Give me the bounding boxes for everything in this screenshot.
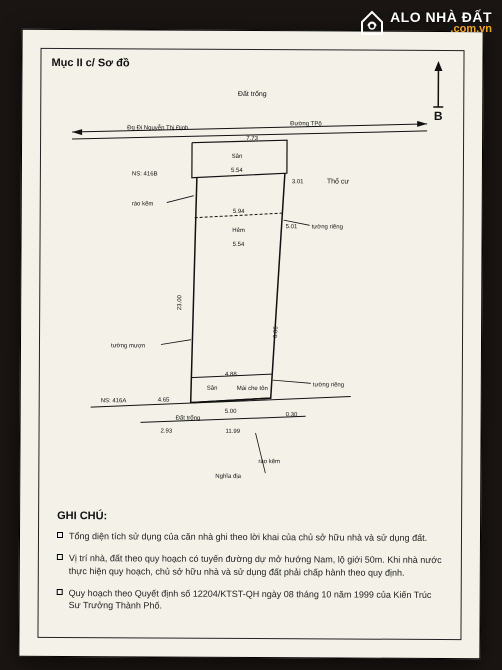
note-text: Quy hoạch theo Quyết định số 12204/KTST-… xyxy=(69,587,443,613)
label-road-right: Đường TPộ xyxy=(290,121,322,127)
notes-title: GHI CHÚ: xyxy=(57,510,443,524)
page-frame: Mục II c/ Sơ đồ B Đất trống Đg Đi Nguyễn… xyxy=(37,48,464,640)
label-ns-top: NS: 416B xyxy=(132,171,158,177)
label-ns-bot: NS: 416A xyxy=(101,398,127,404)
watermark-sub: .com.vn xyxy=(390,24,492,35)
note-text: Vị trí nhà, đất theo quy hoạch có tuyến … xyxy=(69,552,443,578)
dim-554b: 5.54 xyxy=(233,242,245,248)
label-inside: Hẻm xyxy=(232,228,245,234)
dim-r3: 6.06 xyxy=(273,326,279,339)
dim-r1: 3.01 xyxy=(292,179,304,185)
note-item: Quy hoạch theo Quyết định số 12204/KTST-… xyxy=(57,587,443,613)
label-nghia-dia: Nghĩa địa xyxy=(215,474,241,480)
label-raokem-b: rào kẽm xyxy=(258,459,280,465)
dim-r2: 5.01 xyxy=(286,224,298,230)
watermark: ALO NHÀ ĐẤT .com.vn xyxy=(358,8,492,36)
plot-diagram: Đất trống Đg Đi Nguyễn Thị Định Đường TP… xyxy=(39,77,463,489)
label-san-bot: Sân xyxy=(207,386,218,392)
dim-left-long: 23.00 xyxy=(177,294,183,310)
label-tuong-rieng-b: tường riêng xyxy=(313,382,344,388)
plot-outline: Sân 5.54 5.94 Hẻm 5.54 Sân Mái che tôn 4… xyxy=(191,140,287,415)
dim-500b: 5.00 xyxy=(225,409,237,415)
dim-465: 4.65 xyxy=(158,398,170,404)
square-bullet-icon xyxy=(57,554,63,560)
label-raokem-l: rào kẽm xyxy=(132,201,154,207)
dim-554a: 5.54 xyxy=(231,168,243,174)
label-tuong-muon: tường mượn xyxy=(111,343,145,349)
note-item: Vị trí nhà, đất theo quy hoạch có tuyến … xyxy=(57,552,443,578)
square-bullet-icon xyxy=(57,589,63,595)
label-tuong-rieng-r: tường riêng xyxy=(312,224,343,230)
label-san-top: Sân xyxy=(232,154,243,160)
dim-1199: 11.99 xyxy=(226,429,241,435)
document-page: Mục II c/ Sơ đồ B Đất trống Đg Đi Nguyễn… xyxy=(18,29,483,659)
label-tho-cu: Thổ cư xyxy=(327,177,350,185)
square-bullet-icon xyxy=(57,532,63,538)
dim-488: 4.88 xyxy=(225,372,237,378)
notes-block: GHI CHÚ: Tổng diện tích sử dụng của căn … xyxy=(57,510,444,623)
note-item: Tổng diện tích sử dụng của căn nhà ghi t… xyxy=(57,530,443,544)
house-icon xyxy=(358,8,386,36)
dim-594: 5.94 xyxy=(233,209,245,215)
dim-293: 2.93 xyxy=(161,429,173,435)
label-mai-che: Mái che tôn xyxy=(237,386,268,392)
note-text: Tổng diện tích sử dụng của căn nhà ghi t… xyxy=(69,530,427,544)
right-side-dims: 3.01 5.01 6.06 xyxy=(273,179,304,338)
label-road-left: Đg Đi Nguyễn Thị Định xyxy=(127,124,188,131)
watermark-main: ALO NHÀ ĐẤT xyxy=(390,10,492,24)
label-dat-trong-top: Đất trống xyxy=(238,89,267,98)
section-title: Mục II c/ Sơ đồ xyxy=(51,57,129,69)
